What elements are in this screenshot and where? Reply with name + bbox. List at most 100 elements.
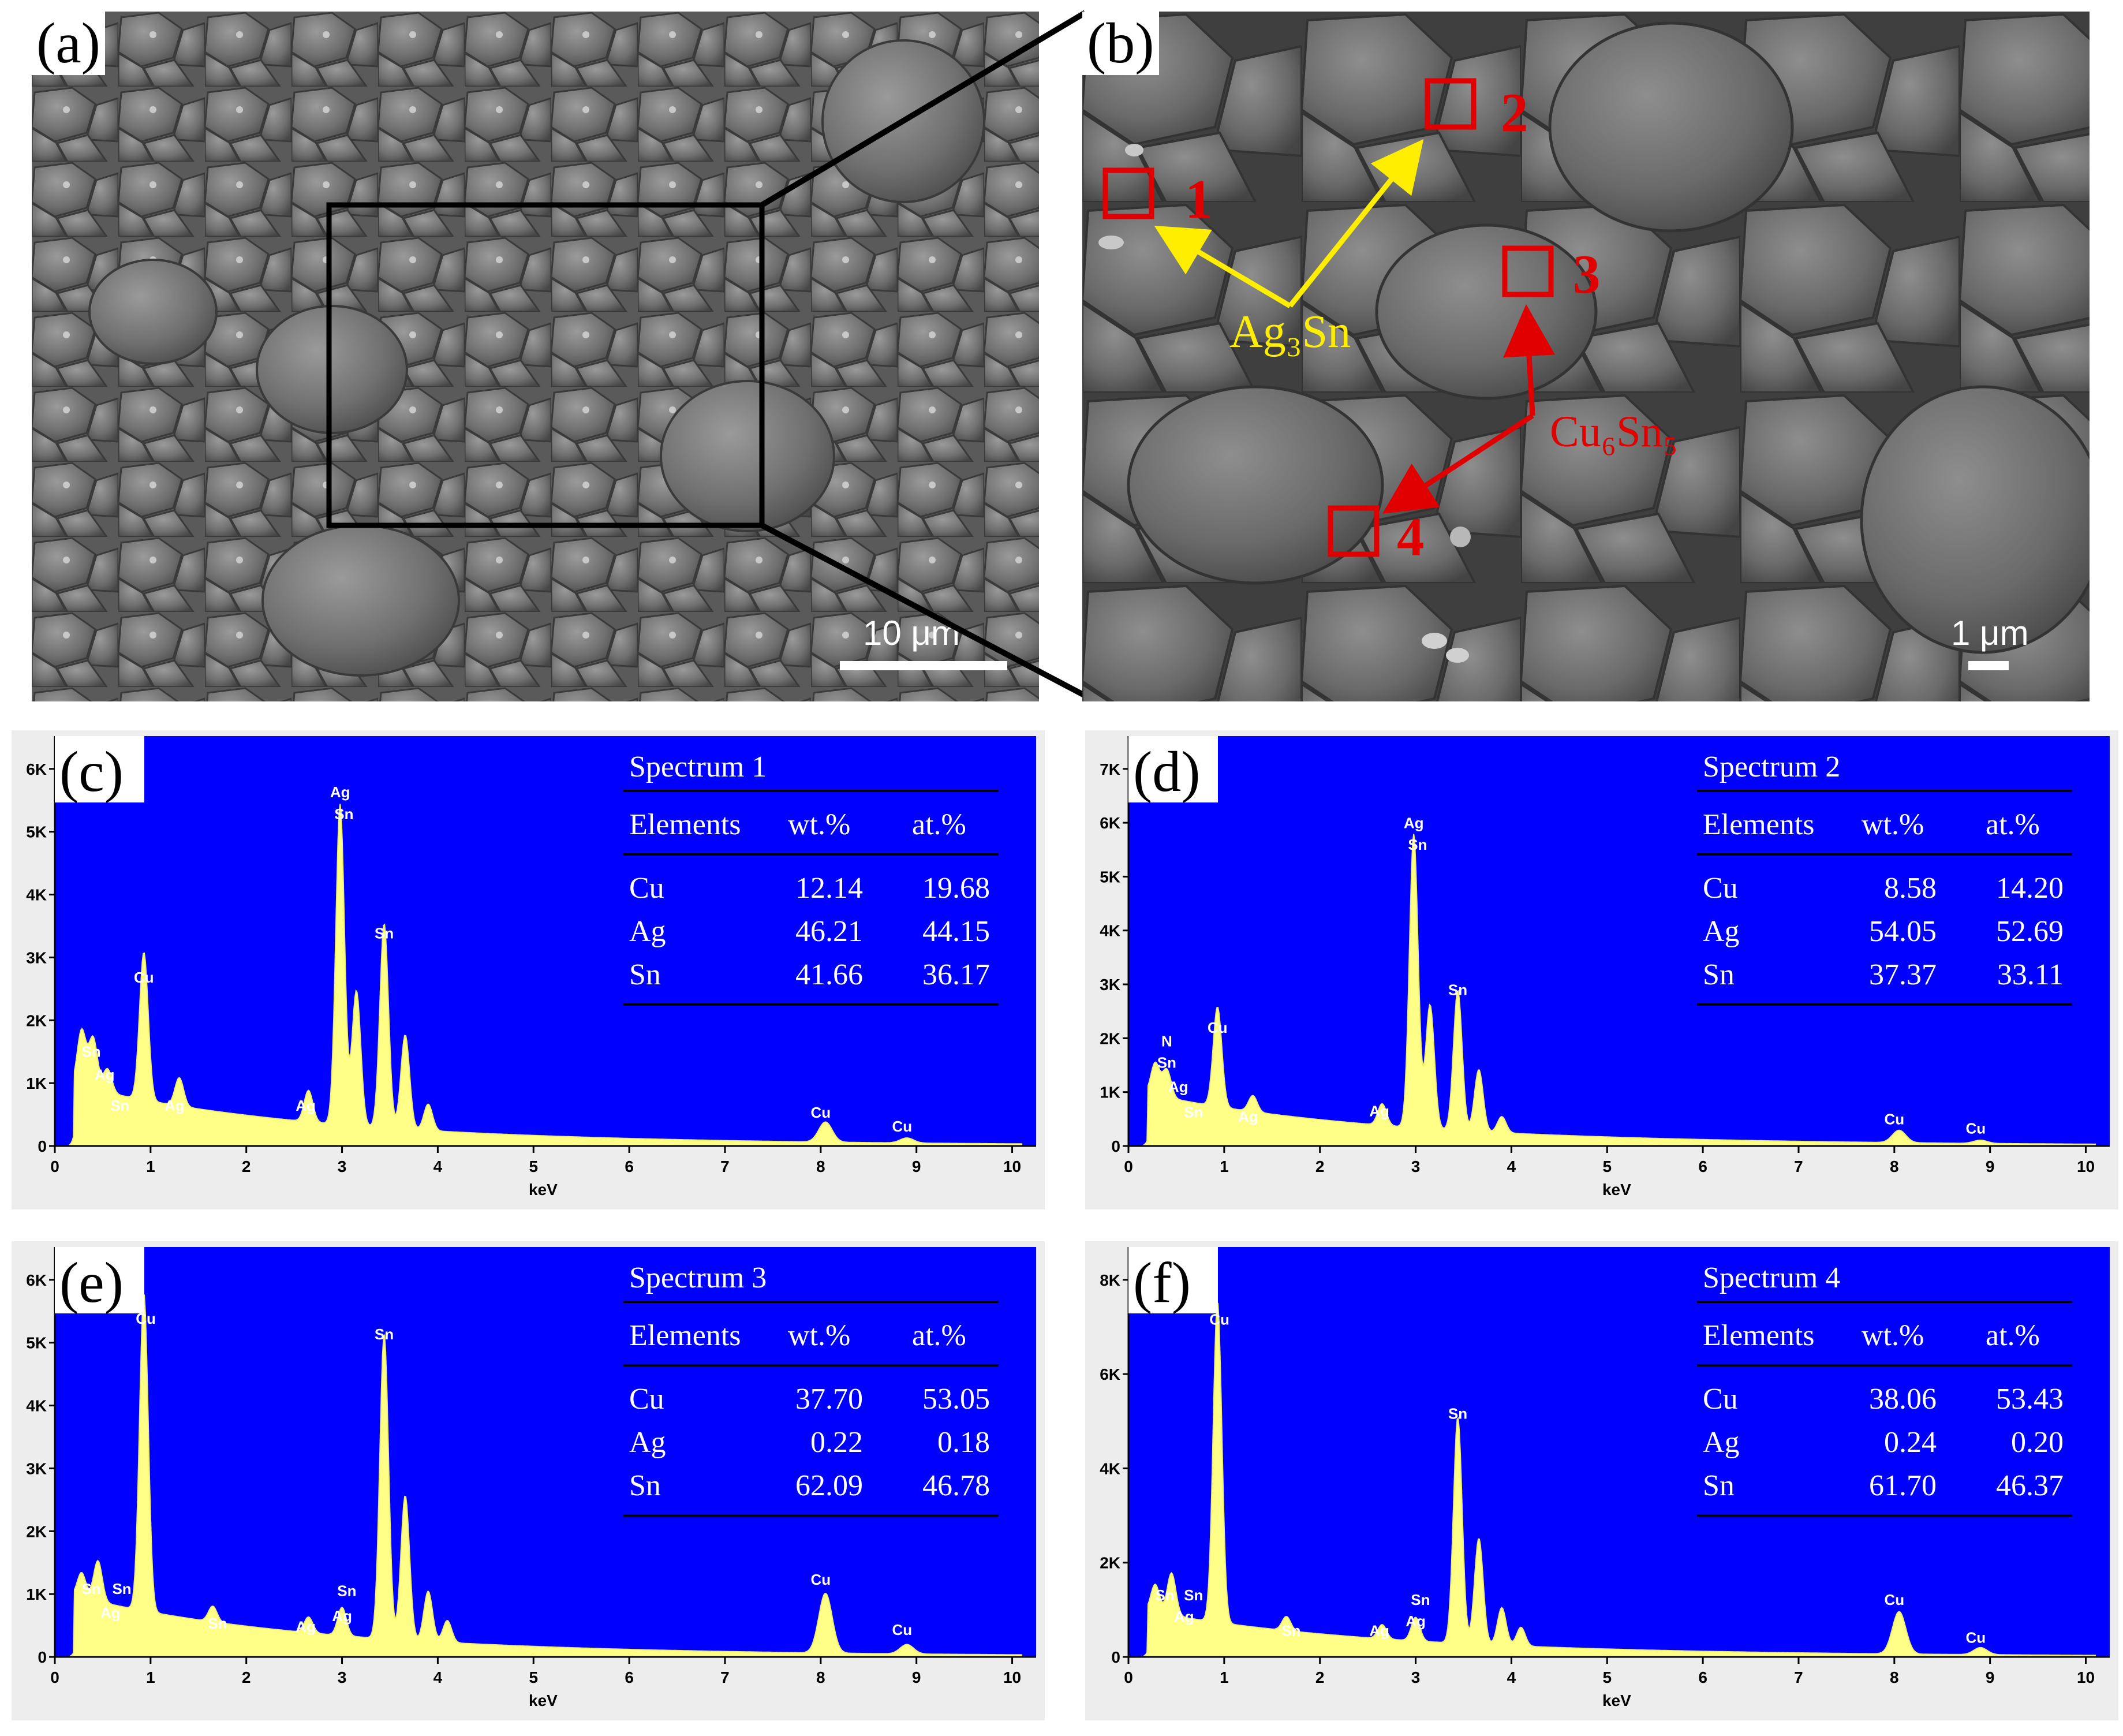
peak-label: Ag — [1404, 814, 1424, 831]
table-cell-element: Cu — [1703, 1383, 1738, 1416]
peak-label: Cu — [134, 969, 154, 986]
spectrum-panel-d: 0 1K 2K 3K 4K 5K 6K 7K 0 1 2 3 4 5 6 7 8 9 10 keV N Sn Ag Sn Cu A… — [1085, 730, 2118, 1209]
table-header: wt.% — [1862, 808, 1924, 841]
table-header: Elements — [629, 808, 741, 841]
sem-panel-b: (b) 1 2 3 4 Ag₃Sn Cu₆Sn₅ 1 μm — [1082, 12, 2090, 701]
table-cell-at: 52.69 — [1996, 915, 2064, 948]
peak-label: Ag — [296, 1097, 316, 1114]
y-tick-label: 4K — [26, 886, 47, 904]
x-tick-label: 6 — [625, 1158, 634, 1175]
x-tick-label: 10 — [1003, 1668, 1021, 1686]
x-tick-label: 0 — [50, 1158, 59, 1175]
x-tick-label: 7 — [1794, 1668, 1803, 1686]
y-tick-label: 5K — [26, 1334, 47, 1352]
peak-label: Ag — [1406, 1612, 1426, 1630]
cu6sn5-arrows — [1382, 304, 1556, 514]
peak-label: Sn — [1155, 1586, 1174, 1604]
table-header: Elements — [1703, 808, 1815, 841]
y-tick-label: 0 — [1111, 1137, 1120, 1155]
x-tick-label: 6 — [1698, 1668, 1707, 1686]
spectrum-panel-c: 0 1K 2K 3K 4K 5K 6K 0 1 2 3 4 5 6 7 8 9 10 keV Sn Ag Sn Cu Ag Ag… — [12, 730, 1045, 1209]
peak-label: Cu — [1209, 1311, 1229, 1328]
y-tick-label: 2K — [1100, 1554, 1120, 1572]
x-axis-label: keV — [1602, 1692, 1631, 1709]
peak-label: Sn — [110, 1097, 129, 1114]
table-title: Spectrum 2 — [1703, 751, 1840, 783]
x-tick-label: 3 — [1411, 1158, 1421, 1175]
y-tick-label: 1K — [1100, 1084, 1120, 1102]
y-tick-label: 0 — [1111, 1648, 1120, 1666]
table-cell-at: 46.37 — [1996, 1469, 2064, 1502]
table-header: at.% — [912, 1319, 966, 1352]
table-cell-element: Ag — [629, 1426, 666, 1459]
table-title: Spectrum 1 — [629, 751, 767, 783]
panel-label-a: (a) — [32, 12, 105, 75]
y-tick-label: 0 — [38, 1137, 47, 1155]
spectrum-curve — [68, 1294, 1023, 1657]
x-tick-label: 0 — [1124, 1668, 1133, 1686]
plot-area — [1128, 1247, 2110, 1657]
marker-4 — [1328, 505, 1380, 557]
table-cell-at: 19.68 — [922, 872, 990, 905]
spectrum-curve — [68, 804, 1023, 1147]
table-cell-wt: 0.22 — [810, 1426, 863, 1459]
peak-label: Cu — [1965, 1120, 1986, 1137]
plot-area — [55, 736, 1036, 1146]
table-header: at.% — [912, 808, 966, 841]
x-tick-label: 3 — [338, 1158, 347, 1175]
marker-3 — [1502, 245, 1554, 297]
x-tick-label: 0 — [50, 1668, 59, 1686]
y-tick-label: 3K — [26, 1459, 47, 1477]
table-cell-element: Cu — [629, 1383, 664, 1416]
scale-bar-a — [840, 661, 1007, 670]
x-tick-label: 2 — [1315, 1158, 1325, 1175]
peak-label: Cu — [810, 1571, 831, 1588]
table-header: at.% — [1986, 1319, 2040, 1352]
table-cell-wt: 38.06 — [1869, 1383, 1937, 1416]
spectrum-panel-e: 0 1K 2K 3K 4K 5K 6K 0 1 2 3 4 5 6 7 8 9 10 keV Sn Sn Ag Cu Sn Ag… — [12, 1241, 1045, 1720]
x-tick-label: 0 — [1124, 1158, 1133, 1175]
peak-label: Sn — [375, 925, 394, 942]
x-tick-label: 1 — [1220, 1158, 1229, 1175]
y-tick-label: 3K — [26, 949, 47, 966]
point-label-2: 2 — [1501, 82, 1528, 143]
y-tick-label: 1K — [26, 1074, 47, 1092]
table-cell-at: 14.20 — [1996, 872, 2064, 905]
marker-2 — [1425, 78, 1477, 130]
x-tick-label: 9 — [1986, 1668, 1995, 1686]
table-cell-wt: 62.09 — [795, 1469, 863, 1502]
scale-bar-label-b: 1 μm — [1951, 614, 2029, 652]
table-title: Spectrum 3 — [629, 1261, 767, 1294]
x-tick-label: 4 — [433, 1668, 443, 1686]
table-header: Elements — [1703, 1319, 1815, 1352]
panel-label-bg — [1128, 736, 1218, 802]
peak-label: Cu — [810, 1104, 831, 1121]
table-cell-at: 36.17 — [922, 958, 990, 991]
panel-label: (e) — [59, 1250, 124, 1315]
peak-label: Sn — [1184, 1104, 1203, 1121]
table-cell-at: 0.20 — [2011, 1426, 2064, 1459]
x-tick-label: 4 — [1507, 1158, 1516, 1175]
phase-label-cu6sn5: Cu₆Sn₅ — [1550, 408, 1678, 456]
peak-label: Sn — [1408, 836, 1427, 853]
peak-label: Cu — [892, 1118, 912, 1135]
phase-label-ag3sn: Ag₃Sn — [1229, 307, 1351, 357]
peak-label: Sn — [1157, 1054, 1176, 1072]
x-axis-label: keV — [1602, 1181, 1631, 1199]
table-header: Elements — [629, 1319, 741, 1352]
peak-label: Ag — [1168, 1078, 1188, 1096]
peak-label: Ag — [296, 1618, 316, 1635]
x-axis-label: keV — [529, 1692, 558, 1709]
table-cell-wt: 0.24 — [1884, 1426, 1937, 1459]
table-cell-element: Cu — [629, 872, 664, 905]
x-axis-label: keV — [529, 1181, 558, 1199]
y-tick-label: 4K — [1100, 1459, 1120, 1477]
x-tick-label: 6 — [625, 1668, 634, 1686]
peak-label: Sn — [1184, 1586, 1203, 1604]
peak-label: Sn — [337, 1582, 356, 1599]
table-cell-wt: 46.21 — [795, 915, 863, 948]
marker-1 — [1102, 167, 1154, 219]
peak-label: Ag — [1238, 1108, 1258, 1125]
y-tick-label: 6K — [26, 760, 47, 778]
